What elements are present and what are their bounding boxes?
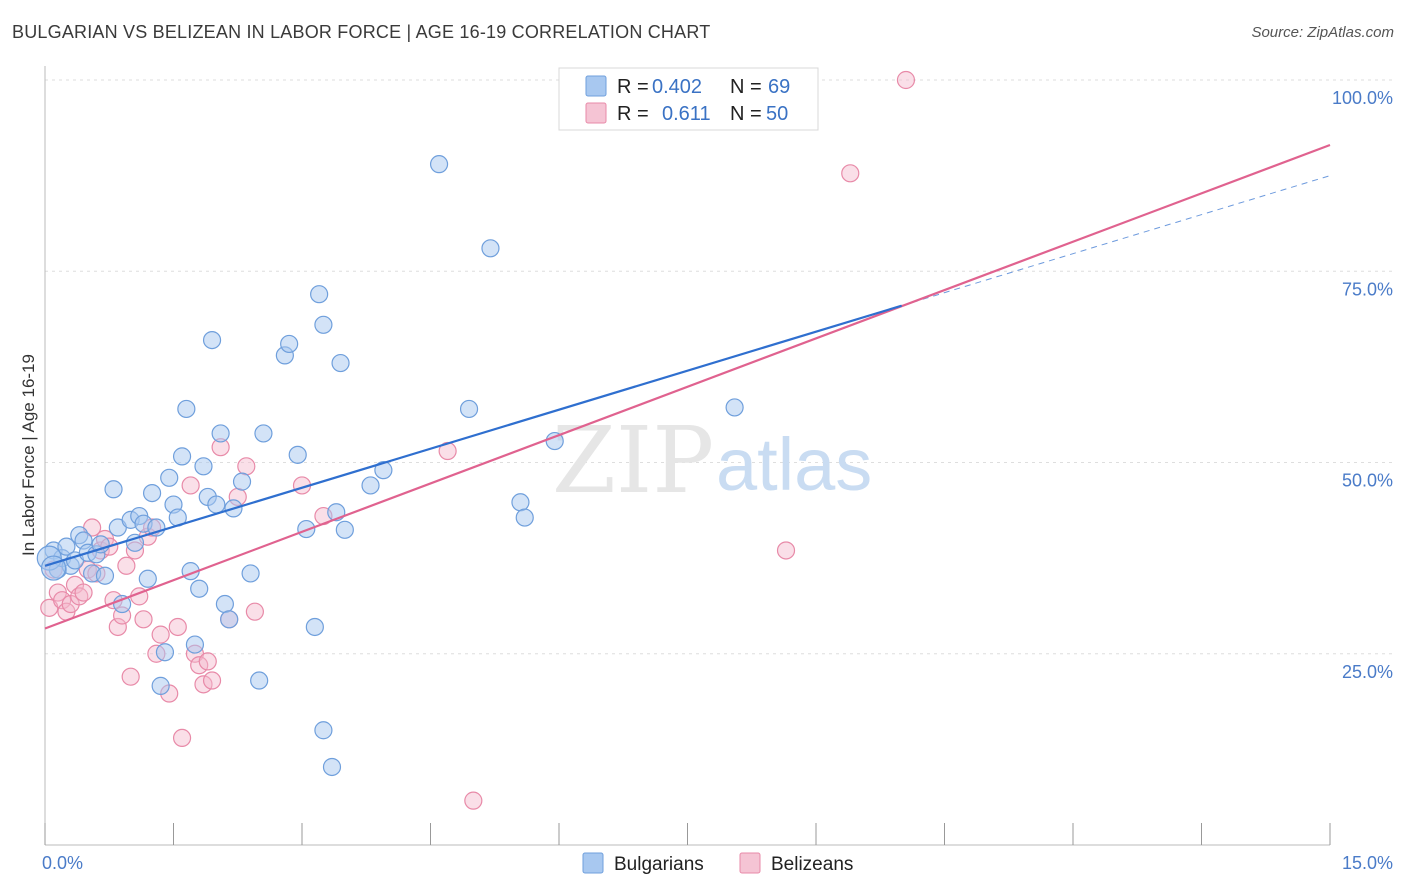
bulgarian-point (57, 537, 76, 556)
bulgarian-point (429, 155, 449, 174)
bulgarian-point (459, 399, 479, 419)
x-tick-label: 15.0% (1342, 853, 1393, 873)
bulgarian-trend-line (44, 304, 902, 567)
bulgarian-point (511, 493, 530, 512)
bulgarian-point (172, 447, 192, 466)
bulgarian-point (215, 594, 234, 614)
legend-n-value-1: 69 (768, 76, 790, 98)
chart-title: BULGARIAN VS BELIZEAN IN LABOR FORCE | A… (12, 22, 711, 42)
bulgarian-point (207, 495, 226, 514)
belizean-point (134, 610, 153, 629)
legend-n-value-2: 50 (766, 103, 788, 125)
bulgarian-point (335, 520, 354, 539)
belizean-trend-line (44, 143, 1331, 630)
bulgarian-point (361, 476, 380, 495)
legend-n-label-2: N = (730, 103, 762, 125)
belizean-point (202, 671, 222, 690)
bulgarian-point (310, 285, 329, 304)
bulgarian-point (232, 472, 252, 491)
legend-r-label-2: R = (617, 103, 649, 125)
bulgarian-point (280, 334, 299, 354)
tick-labels: 25.0% 50.0% 75.0% 100.0% 0.0% 15.0% (42, 88, 1393, 873)
bulgarian-point (194, 457, 213, 476)
bulgarian-point (515, 508, 534, 527)
axes (44, 66, 1331, 846)
belizean-point (464, 791, 483, 810)
legend-r-label-1: R = (617, 76, 649, 98)
bulgarian-point (220, 610, 239, 629)
belizean-point (776, 541, 796, 560)
bulgarian-point (104, 480, 123, 499)
belizean-point (237, 457, 256, 476)
bulgarian-point (160, 468, 179, 487)
belizean-point (74, 583, 93, 602)
y-tick-label: 75.0% (1342, 279, 1393, 299)
x-tick-label: 0.0% (42, 853, 83, 873)
bulgarian-point (331, 353, 350, 373)
belizean-points (40, 70, 916, 810)
series-swatch-bulgarians (582, 852, 604, 874)
bulgarian-point (151, 676, 170, 695)
bulgarian-point (481, 239, 500, 258)
belizean-point (121, 667, 140, 686)
bulgarian-point (142, 484, 162, 503)
belizean-point (190, 656, 209, 675)
belizean-point (108, 617, 127, 637)
series-label-belizeans: Belizeans (771, 854, 853, 875)
trend-lines (44, 143, 1331, 630)
series-label-bulgarians: Bulgarians (614, 854, 704, 875)
belizean-point (151, 625, 170, 644)
bulgarian-point (138, 569, 157, 588)
belizean-point (117, 556, 136, 575)
bulgarian-point (322, 757, 342, 777)
bulgarian-point (185, 635, 205, 654)
belizean-point (172, 728, 192, 748)
belizean-point (896, 70, 916, 90)
source-credit: Source: ZipAtlas.com (1251, 24, 1394, 41)
belizean-point (168, 617, 187, 637)
grid-lines (45, 79, 1392, 655)
y-tick-label: 50.0% (1342, 471, 1393, 491)
legend-swatch-blue (585, 75, 607, 97)
bulgarian-point (314, 315, 333, 334)
series-legend: Bulgarians Belizeans (582, 852, 853, 875)
legend-n-label-1: N = (730, 76, 762, 98)
watermark-zip: ZIP (552, 407, 714, 514)
bulgarian-point (211, 424, 230, 443)
series-swatch-belizeans (739, 852, 761, 874)
bulgarian-point (305, 617, 324, 637)
bulgarian-point (250, 671, 269, 690)
correlation-legend: R = 0.402 N = 69 R = 0.611 N = 50 (558, 67, 819, 131)
bulgarian-point (112, 594, 132, 614)
belizean-point (245, 602, 264, 621)
bulgarian-point (202, 331, 222, 350)
bulgarian-point (155, 643, 175, 662)
bulgarian-point (314, 721, 333, 740)
bulgarian-point (254, 424, 273, 443)
watermark-atlas: atlas (716, 423, 872, 506)
bulgarian-points (36, 155, 744, 777)
legend-swatch-pink (585, 102, 607, 124)
bulgarian-trend-extension (901, 175, 1331, 307)
y-tick-label: 25.0% (1342, 662, 1393, 682)
bulgarian-point (374, 461, 393, 480)
bulgarian-point (190, 579, 209, 598)
y-axis-label: In Labor Force | Age 16-19 (19, 354, 38, 556)
belizean-point (198, 652, 217, 671)
bulgarian-point (241, 564, 260, 583)
belizean-point (194, 675, 213, 694)
belizean-point (181, 476, 200, 495)
y-tick-label: 100.0% (1332, 88, 1393, 108)
belizean-point (841, 164, 860, 183)
bulgarian-point (125, 533, 145, 552)
legend-r-value-2: 0.611 (662, 103, 711, 125)
bulgarian-point (177, 399, 196, 419)
legend-r-value-1: 0.402 (652, 76, 702, 98)
watermark: ZIP atlas (552, 407, 872, 514)
belizean-point (53, 591, 72, 610)
bulgarian-point (725, 398, 744, 417)
bulgarian-point (95, 566, 115, 585)
bulgarian-point (288, 445, 307, 464)
